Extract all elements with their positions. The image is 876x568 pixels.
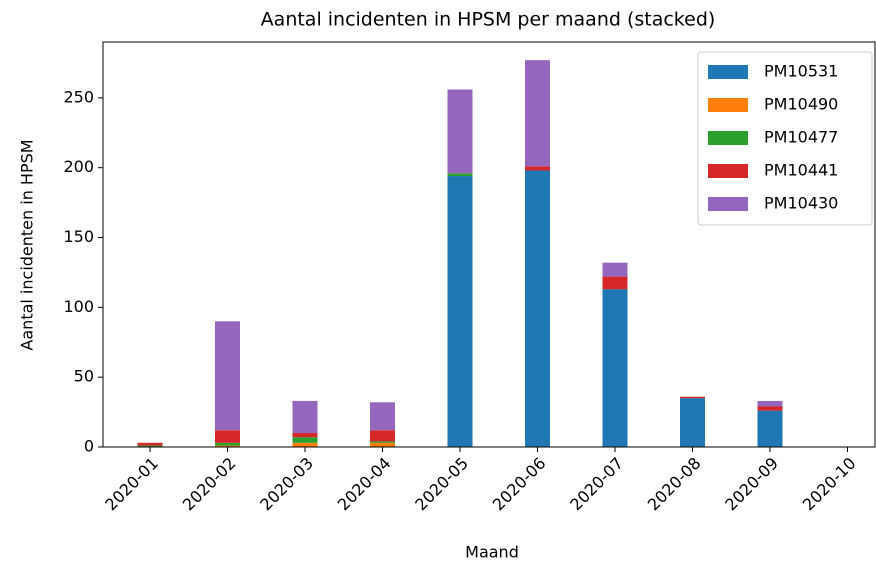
plot-frame <box>102 41 876 448</box>
y-tick-label: 250 <box>63 87 94 106</box>
y-tick-label: 100 <box>63 297 94 316</box>
bar-segment <box>292 400 318 434</box>
x-tick-label: 2020-04 <box>334 454 395 515</box>
y-tick-label: 50 <box>74 367 94 386</box>
x-tick-label: 2020-03 <box>256 454 317 515</box>
legend-label: PM10531 <box>764 62 838 81</box>
x-tick-label: 2020-07 <box>566 454 627 515</box>
legend-label: PM10430 <box>764 194 838 213</box>
legend-label: PM10490 <box>764 95 838 114</box>
x-tick-label: 2020-09 <box>721 454 782 515</box>
bar-segment <box>602 276 628 290</box>
x-axis-label: Maand <box>465 543 519 562</box>
x-tick-label: 2020-08 <box>644 454 705 515</box>
legend-swatch <box>708 98 748 112</box>
bar-segment <box>215 445 240 447</box>
bar-segment <box>370 441 395 443</box>
bar-segment <box>215 430 240 443</box>
x-tick-label: 2020-10 <box>799 454 860 515</box>
bar-segment <box>137 442 163 446</box>
bar-segment <box>447 89 473 174</box>
bar-segment <box>215 442 240 446</box>
y-axis-label: Aantal incidenten in HPSM <box>18 139 37 350</box>
bar-segment <box>292 433 318 438</box>
bar-segment <box>757 410 783 447</box>
bar-segment <box>292 437 318 443</box>
legend-label: PM10477 <box>764 128 838 147</box>
y-tick-label: 150 <box>63 227 94 246</box>
legend-label: PM10441 <box>764 161 838 180</box>
y-tick-label: 200 <box>63 157 94 176</box>
bar-segment <box>292 442 318 447</box>
x-tick-label: 2020-02 <box>179 454 240 515</box>
bar-segment <box>137 445 163 447</box>
bar-segment <box>757 406 783 411</box>
bar-segment <box>525 166 550 171</box>
legend-swatch <box>708 131 748 145</box>
legend-swatch <box>708 164 748 178</box>
bar-segment <box>447 173 473 177</box>
bar-segment <box>370 402 395 431</box>
bar-segment <box>602 262 628 277</box>
bar-segment <box>525 170 550 447</box>
legend-swatch <box>708 197 748 211</box>
bar-segment <box>215 321 240 431</box>
x-tick-label: 2020-01 <box>101 454 162 515</box>
bar-segment <box>680 398 705 447</box>
bar-segment <box>602 289 628 447</box>
bar-segment <box>680 396 705 399</box>
legend-swatch <box>708 65 748 79</box>
bar-segment <box>370 442 395 447</box>
x-tick-label: 2020-06 <box>489 454 550 515</box>
bar-segment <box>757 400 783 407</box>
x-tick-label: 2020-05 <box>411 454 472 515</box>
chart-title: Aantal incidenten in HPSM per maand (sta… <box>261 9 716 31</box>
y-tick-label: 0 <box>84 437 94 456</box>
legend-box <box>697 51 873 226</box>
bar-segment <box>525 60 550 167</box>
bar-segment <box>370 430 395 442</box>
bar-segment <box>447 176 473 447</box>
